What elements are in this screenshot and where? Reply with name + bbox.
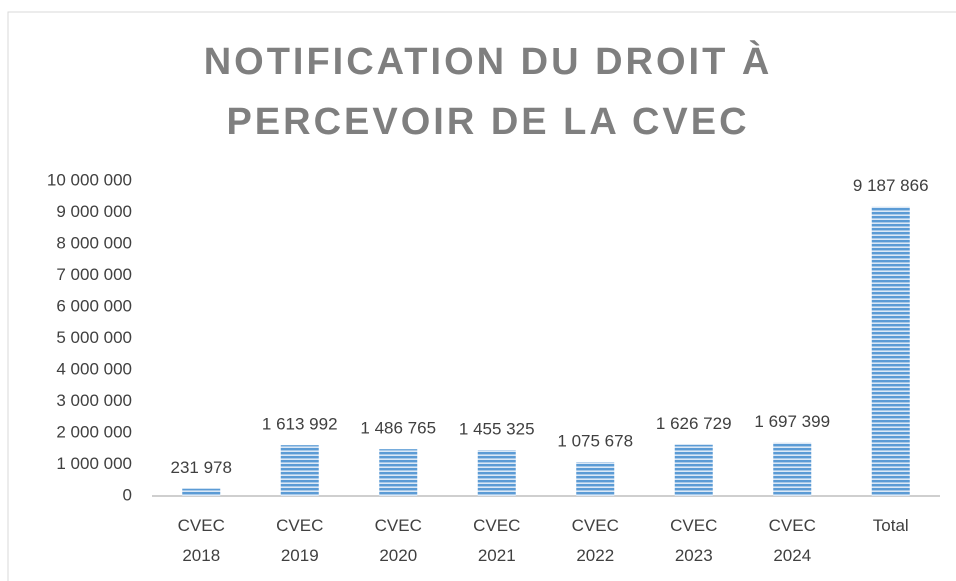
bar	[477, 450, 516, 496]
y-tick-label: 7 000 000	[56, 265, 132, 284]
chart-title: NOTIFICATION DU DROIT À	[204, 39, 773, 83]
y-tick-label: 5 000 000	[56, 328, 132, 347]
data-label: 9 187 866	[853, 176, 929, 195]
y-tick-label: 0	[123, 485, 132, 504]
x-tick-label: CVEC 2023	[670, 516, 717, 565]
y-tick-label: 2 000 000	[56, 422, 132, 441]
y-tick-label: 6 000 000	[56, 296, 132, 315]
y-tick-label: 1 000 000	[56, 454, 132, 473]
x-tick-label: CVEC 2022	[572, 516, 619, 565]
y-tick-label: 8 000 000	[56, 233, 132, 252]
chart-title: PERCEVOIR DE LA CVEC	[226, 101, 749, 143]
chart-border	[7, 11, 956, 581]
y-tick-label: 9 000 000	[56, 202, 132, 221]
data-label: 1 455 325	[459, 420, 535, 439]
bar	[674, 444, 713, 496]
data-label: 1 613 992	[262, 415, 338, 434]
x-tick-label: CVEC 2021	[473, 516, 520, 565]
bar	[576, 462, 615, 496]
data-label: 1 626 729	[656, 414, 732, 433]
data-label: 1 075 678	[557, 432, 633, 451]
bar	[871, 206, 910, 496]
data-label: 1 697 399	[754, 412, 830, 431]
x-tick-label: Total	[873, 516, 909, 535]
bar	[773, 442, 812, 496]
bar	[182, 488, 221, 496]
y-tick-label: 10 000 000	[47, 170, 132, 189]
data-label: 231 978	[171, 458, 232, 477]
x-tick-label: CVEC 2024	[769, 516, 816, 565]
bar	[379, 449, 418, 496]
y-tick-label: 3 000 000	[56, 391, 132, 410]
data-label: 1 486 765	[360, 419, 436, 438]
x-tick-label: CVEC 2020	[375, 516, 422, 565]
x-tick-label: CVEC 2019	[276, 516, 323, 565]
bar	[280, 445, 319, 496]
y-tick-label: 4 000 000	[56, 359, 132, 378]
x-tick-label: CVEC 2018	[178, 516, 225, 565]
